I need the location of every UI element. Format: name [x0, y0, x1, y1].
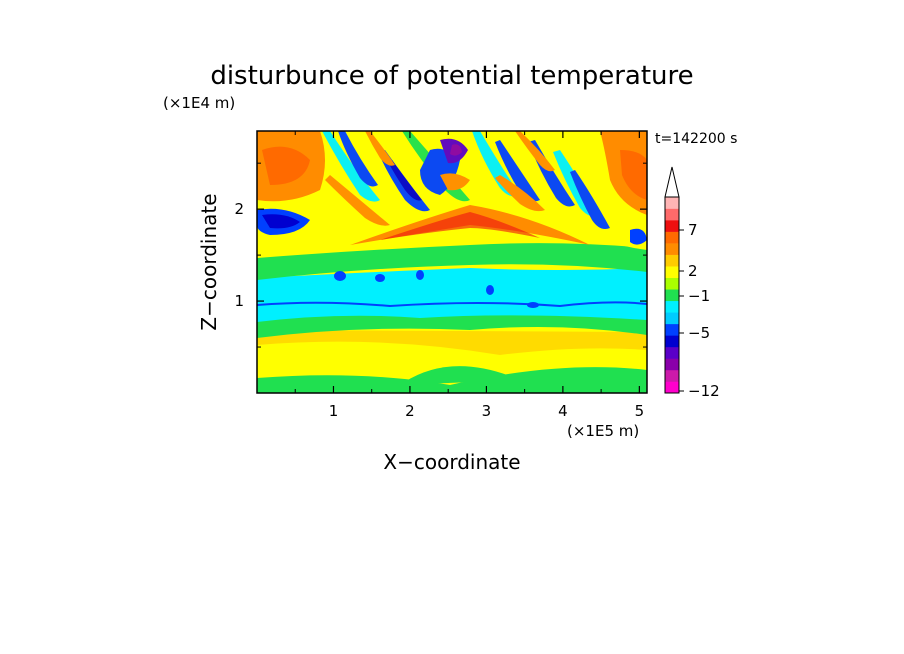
colorbar-tick-label: 2 [688, 262, 698, 280]
y-tick-label: 2 [234, 200, 244, 218]
colorbar-swatch [665, 277, 679, 290]
colorbar-swatch [665, 335, 679, 348]
colorbar-tick-label: −12 [688, 382, 720, 400]
y-axis-ticks: 12 [234, 162, 647, 348]
colorbar-tick-label: 7 [688, 221, 698, 239]
colorbar-swatch [665, 312, 679, 325]
y-tick-label: 1 [234, 292, 244, 310]
x-axis-ticks: 1 2 3 4 5 [294, 131, 645, 420]
time-label: t=142200 s [655, 131, 737, 147]
x-tick-label: 5 [635, 402, 645, 420]
colorbar: 7 2 −1 −5 −12 [664, 166, 720, 400]
colorbar-swatch [665, 289, 679, 302]
x-scale-label: (×1E5 m) [567, 422, 639, 440]
colorbar-swatch [665, 254, 679, 267]
colorbar-tick-label: −1 [688, 287, 710, 305]
contour-field [257, 131, 647, 393]
y-scale-label: (×1E4 m) [163, 94, 235, 112]
colorbar-swatch [665, 346, 679, 359]
chart-title: disturbunce of potential temperature [210, 61, 693, 91]
colorbar-swatch [665, 369, 679, 382]
x-tick-label: 2 [405, 402, 415, 420]
colorbar-swatch [665, 231, 679, 244]
colorbar-swatch [665, 358, 679, 371]
plot-frame [256, 130, 648, 394]
x-tick-label: 4 [558, 402, 568, 420]
colorbar-extend-arrow [664, 166, 680, 198]
colorbar-swatch [665, 266, 679, 279]
x-tick-label: 3 [482, 402, 492, 420]
colorbar-swatch [665, 300, 679, 313]
colorbar-swatch [665, 220, 679, 232]
x-tick-label: 1 [329, 402, 339, 420]
colorbar-swatch [665, 243, 679, 255]
colorbar-swatch [665, 323, 679, 336]
colorbar-swatch [665, 381, 679, 394]
colorbar-tick-label: −5 [688, 324, 710, 342]
y-axis-label: Z−coordinate [197, 193, 221, 330]
colorbar-swatch [665, 197, 679, 209]
colorbar-swatch [665, 208, 679, 221]
x-axis-label: X−coordinate [383, 450, 520, 474]
